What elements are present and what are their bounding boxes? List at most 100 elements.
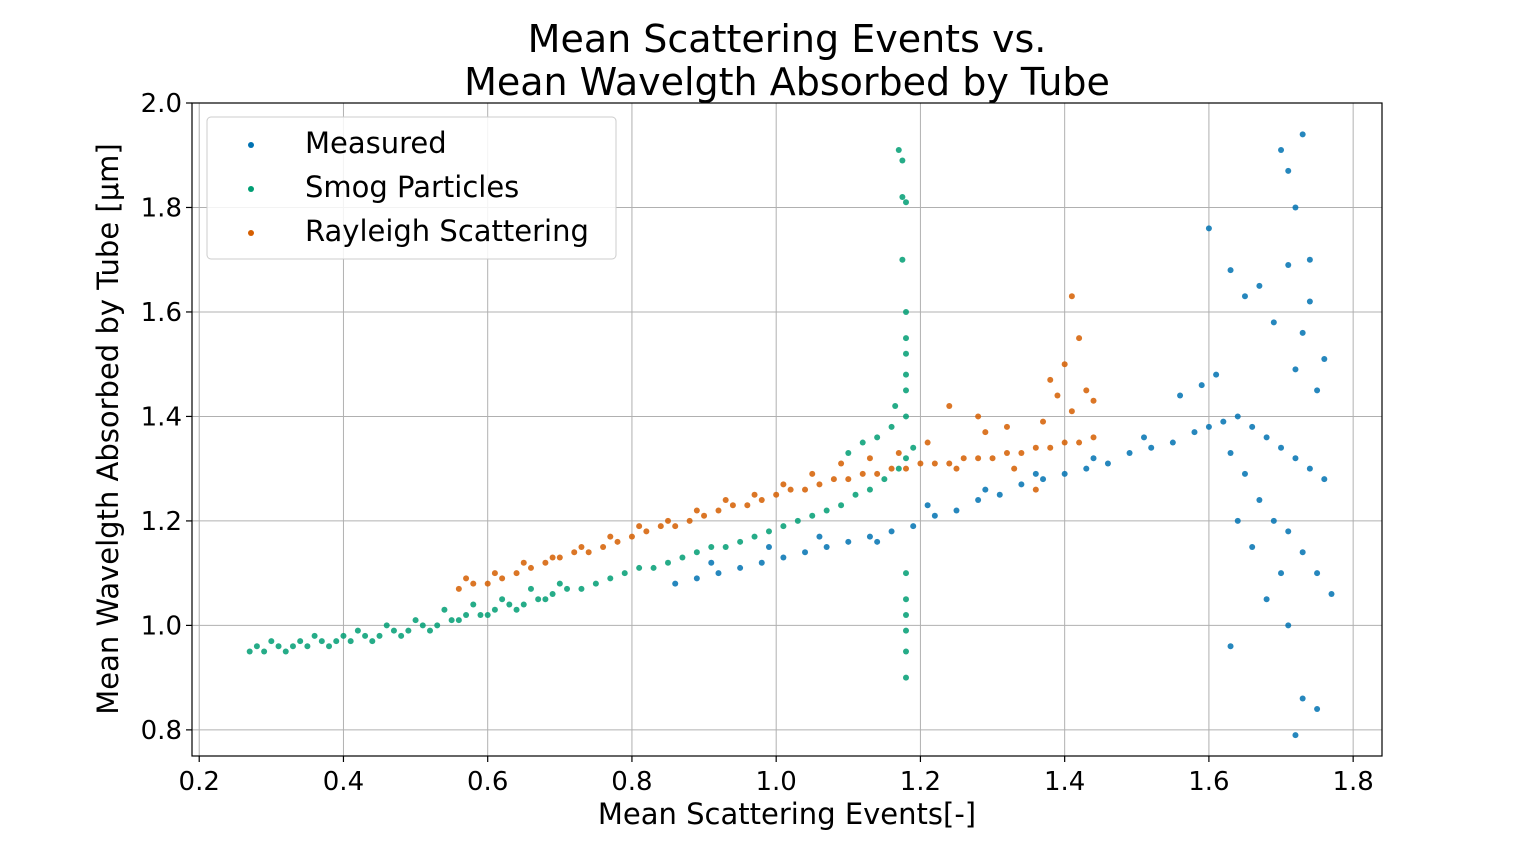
data-point-smog-particles bbox=[903, 387, 909, 394]
data-point-rayleigh-scattering bbox=[989, 455, 996, 462]
data-point-rayleigh-scattering bbox=[491, 570, 498, 577]
x-tick-label: 0.6 bbox=[467, 767, 508, 797]
data-point-rayleigh-scattering bbox=[1090, 434, 1097, 441]
data-point-smog-particles bbox=[903, 611, 909, 618]
data-point-smog-particles bbox=[506, 601, 513, 608]
y-tick-label: 2.0 bbox=[141, 89, 182, 119]
data-point-measured bbox=[1306, 256, 1313, 263]
data-point-rayleigh-scattering bbox=[463, 575, 470, 582]
data-point-measured bbox=[1198, 382, 1205, 389]
data-point-measured bbox=[1270, 319, 1277, 326]
data-point-smog-particles bbox=[895, 465, 902, 472]
data-point-measured bbox=[672, 580, 679, 587]
series-measured bbox=[672, 131, 1335, 739]
legend-marker-rayleigh-scattering bbox=[248, 230, 254, 236]
data-point-rayleigh-scattering bbox=[520, 559, 527, 566]
data-point-smog-particles bbox=[455, 617, 462, 624]
data-point-smog-particles bbox=[542, 596, 549, 603]
data-point-rayleigh-scattering bbox=[729, 502, 736, 509]
data-point-rayleigh-scattering bbox=[1083, 387, 1090, 394]
data-point-rayleigh-scattering bbox=[1047, 444, 1054, 451]
data-point-rayleigh-scattering bbox=[686, 517, 693, 524]
data-point-rayleigh-scattering bbox=[1047, 376, 1054, 383]
data-point-measured bbox=[924, 502, 931, 509]
data-point-smog-particles bbox=[434, 622, 441, 629]
legend-label-rayleigh-scattering: Rayleigh Scattering bbox=[305, 214, 589, 248]
data-point-measured bbox=[1314, 387, 1321, 394]
data-point-rayleigh-scattering bbox=[607, 533, 614, 540]
data-point-smog-particles bbox=[527, 585, 534, 592]
data-point-smog-particles bbox=[491, 606, 498, 613]
data-point-rayleigh-scattering bbox=[960, 455, 967, 462]
data-point-rayleigh-scattering bbox=[773, 491, 780, 498]
data-point-measured bbox=[866, 533, 873, 540]
data-point-measured bbox=[1018, 481, 1025, 488]
data-point-rayleigh-scattering bbox=[1054, 392, 1061, 399]
data-point-measured bbox=[1040, 476, 1047, 483]
data-point-measured bbox=[1090, 455, 1097, 462]
data-point-smog-particles bbox=[722, 544, 729, 551]
chart-title-line-2: Mean Wavelgth Absorbed by Tube bbox=[464, 60, 1110, 104]
data-point-measured bbox=[1241, 470, 1248, 477]
data-point-smog-particles bbox=[398, 632, 405, 639]
data-point-measured bbox=[1227, 450, 1234, 457]
data-point-smog-particles bbox=[513, 606, 520, 613]
data-point-smog-particles bbox=[369, 638, 376, 645]
data-point-measured bbox=[874, 538, 881, 545]
data-point-smog-particles bbox=[383, 622, 390, 629]
data-point-rayleigh-scattering bbox=[924, 439, 931, 446]
data-point-measured bbox=[737, 564, 744, 571]
data-point-smog-particles bbox=[650, 564, 657, 571]
data-point-smog-particles bbox=[340, 632, 347, 639]
x-tick-label: 1.4 bbox=[1044, 767, 1085, 797]
data-point-smog-particles bbox=[578, 585, 585, 592]
data-point-rayleigh-scattering bbox=[787, 486, 794, 493]
data-point-measured bbox=[758, 559, 765, 566]
data-point-smog-particles bbox=[888, 423, 895, 430]
data-point-smog-particles bbox=[751, 533, 758, 540]
x-axis: 0.2 0.4 0.6 0.8 1.0 1.2 1.4 1.6 1.8 bbox=[179, 756, 1374, 797]
data-point-rayleigh-scattering bbox=[1032, 444, 1039, 451]
data-point-smog-particles bbox=[693, 549, 700, 556]
data-point-rayleigh-scattering bbox=[1061, 439, 1068, 446]
data-point-smog-particles bbox=[903, 674, 909, 681]
x-tick-label: 1.8 bbox=[1332, 767, 1373, 797]
data-point-rayleigh-scattering bbox=[744, 502, 751, 509]
data-point-measured bbox=[708, 559, 715, 566]
data-point-measured bbox=[1234, 413, 1241, 420]
data-point-smog-particles bbox=[621, 570, 628, 577]
data-point-rayleigh-scattering bbox=[982, 429, 989, 436]
data-point-smog-particles bbox=[895, 147, 902, 154]
data-point-rayleigh-scattering bbox=[1003, 450, 1010, 457]
data-point-smog-particles bbox=[268, 638, 275, 645]
y-axis: 0.8 1.0 1.2 1.4 1.6 1.8 2.0 bbox=[141, 89, 192, 746]
data-point-rayleigh-scattering bbox=[484, 580, 491, 587]
data-point-measured bbox=[1061, 470, 1068, 477]
data-point-smog-particles bbox=[556, 580, 563, 587]
data-point-measured bbox=[802, 549, 809, 556]
data-point-rayleigh-scattering bbox=[946, 460, 953, 467]
data-point-smog-particles bbox=[636, 564, 643, 571]
data-point-smog-particles bbox=[564, 585, 571, 592]
data-point-rayleigh-scattering bbox=[693, 507, 700, 514]
legend-box bbox=[206, 116, 617, 260]
data-point-measured bbox=[1220, 418, 1227, 425]
data-point-measured bbox=[1126, 450, 1133, 457]
data-point-measured bbox=[1285, 622, 1292, 629]
data-point-smog-particles bbox=[333, 638, 340, 645]
data-point-rayleigh-scattering bbox=[946, 402, 953, 409]
data-point-rayleigh-scattering bbox=[527, 564, 534, 571]
y-tick-label: 1.0 bbox=[141, 611, 182, 641]
series-rayleigh-scattering bbox=[455, 293, 1097, 592]
data-point-rayleigh-scattering bbox=[816, 481, 823, 488]
data-point-rayleigh-scattering bbox=[628, 533, 635, 540]
data-point-smog-particles bbox=[463, 611, 470, 618]
data-point-measured bbox=[1292, 366, 1299, 373]
data-point-smog-particles bbox=[412, 617, 419, 624]
data-point-rayleigh-scattering bbox=[455, 585, 462, 592]
data-point-rayleigh-scattering bbox=[499, 575, 506, 582]
x-tick-label: 1.0 bbox=[756, 767, 797, 797]
data-point-measured bbox=[1191, 429, 1198, 436]
y-tick-label: 1.2 bbox=[141, 507, 182, 537]
